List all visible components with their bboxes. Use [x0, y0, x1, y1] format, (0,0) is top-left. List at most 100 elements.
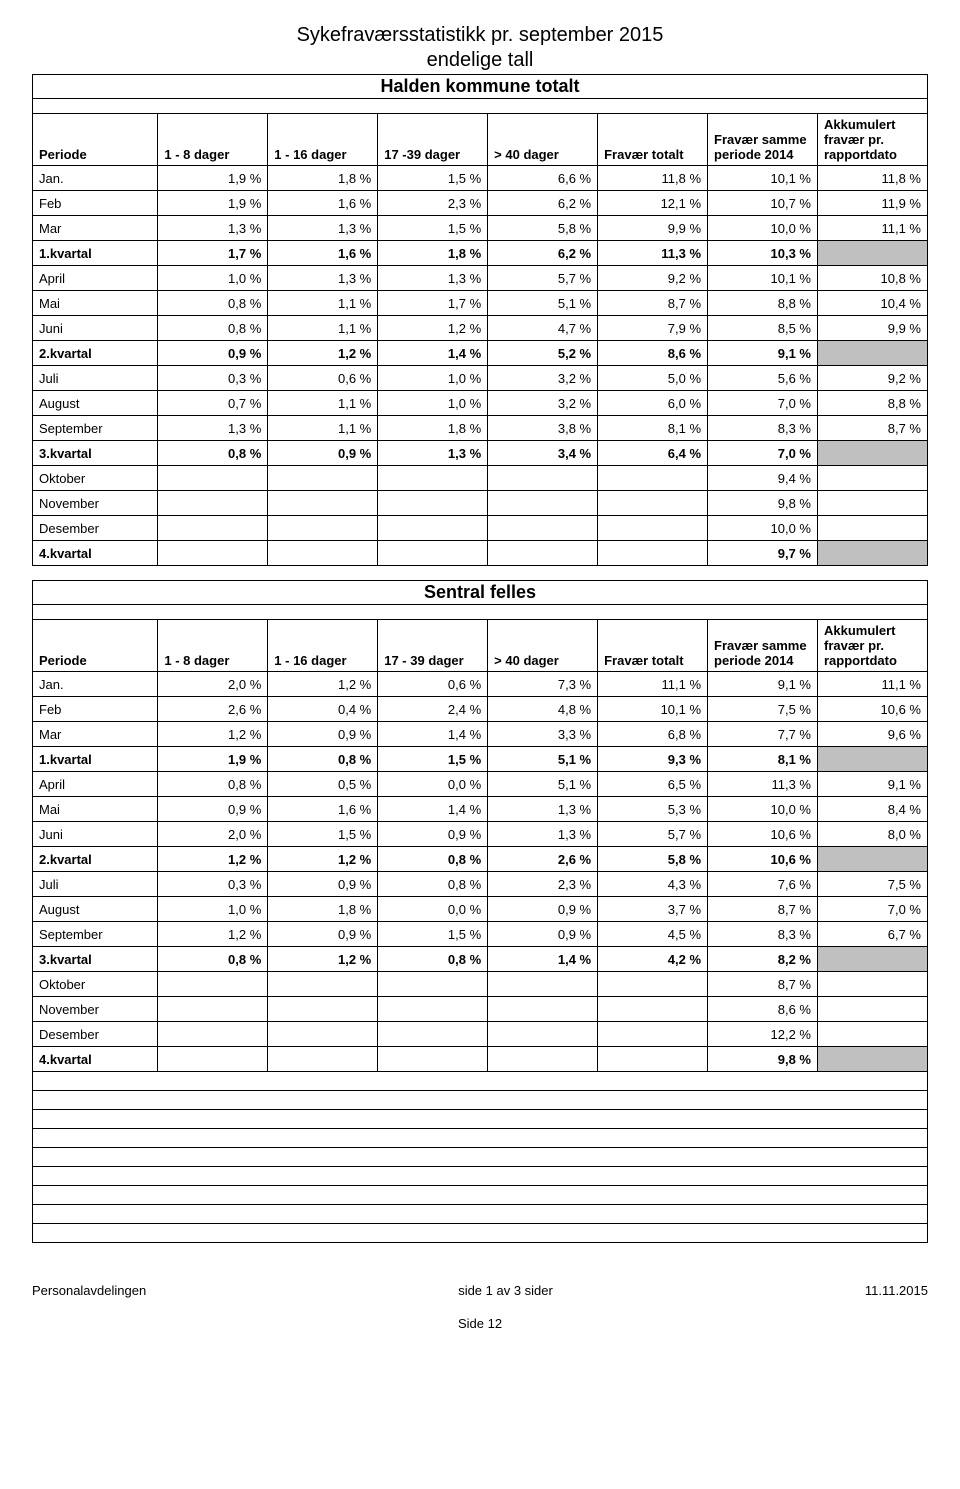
value-cell: 9,1 % [817, 772, 927, 797]
value-cell: 10,8 % [817, 266, 927, 291]
periode-cell: Feb [33, 697, 158, 722]
value-cell: 1,4 % [488, 947, 598, 972]
value-cell: 0,8 % [268, 747, 378, 772]
value-cell: 1,0 % [158, 897, 268, 922]
data-table: Periode1 - 8 dager1 - 16 dager17 -39 dag… [32, 113, 928, 566]
value-cell [488, 541, 598, 566]
value-cell: 1,9 % [158, 166, 268, 191]
value-cell: 5,3 % [598, 797, 708, 822]
table-row: Feb2,6 %0,4 %2,4 %4,8 %10,1 %7,5 %10,6 % [33, 697, 928, 722]
periode-cell: 3.kvartal [33, 947, 158, 972]
periode-cell: Oktober [33, 972, 158, 997]
periode-cell: November [33, 491, 158, 516]
value-cell: 8,7 % [598, 291, 708, 316]
value-cell: 1,3 % [488, 822, 598, 847]
value-cell: 8,1 % [708, 747, 818, 772]
value-cell: 0,8 % [158, 947, 268, 972]
value-cell: 7,5 % [817, 872, 927, 897]
periode-cell: Mai [33, 291, 158, 316]
value-cell: 2,6 % [488, 847, 598, 872]
value-cell: 1,1 % [268, 391, 378, 416]
value-cell [817, 466, 927, 491]
table-row: Mai0,8 %1,1 %1,7 %5,1 %8,7 %8,8 %10,4 % [33, 291, 928, 316]
value-cell: 5,7 % [598, 822, 708, 847]
value-cell: 6,2 % [488, 191, 598, 216]
doc-subtitle: endelige tall [32, 49, 928, 72]
periode-cell: September [33, 922, 158, 947]
value-cell: 10,6 % [817, 697, 927, 722]
table-row: 4.kvartal9,7 % [33, 541, 928, 566]
value-cell: 0,8 % [378, 847, 488, 872]
periode-cell: Mar [33, 722, 158, 747]
value-cell: 5,1 % [488, 291, 598, 316]
value-cell: 8,8 % [708, 291, 818, 316]
value-cell: 4,5 % [598, 922, 708, 947]
value-cell: 2,4 % [378, 697, 488, 722]
value-cell [817, 241, 927, 266]
value-cell [158, 972, 268, 997]
value-cell: 1,2 % [268, 672, 378, 697]
value-cell: 5,2 % [488, 341, 598, 366]
periode-cell: Juni [33, 822, 158, 847]
spacer [32, 99, 928, 113]
value-cell [158, 997, 268, 1022]
value-cell [378, 1047, 488, 1072]
table-row: April1,0 %1,3 %1,3 %5,7 %9,2 %10,1 %10,8… [33, 266, 928, 291]
value-cell [158, 516, 268, 541]
value-cell: 8,7 % [708, 972, 818, 997]
section-title: Sentral felles [32, 580, 928, 605]
value-cell: 11,3 % [708, 772, 818, 797]
table-row: 3.kvartal0,8 %1,2 %0,8 %1,4 %4,2 %8,2 % [33, 947, 928, 972]
value-cell [817, 541, 927, 566]
value-cell: 0,0 % [378, 897, 488, 922]
periode-cell: 2.kvartal [33, 341, 158, 366]
value-cell [158, 491, 268, 516]
value-cell: 9,1 % [708, 672, 818, 697]
value-cell: 0,0 % [378, 772, 488, 797]
value-cell: 1,3 % [378, 266, 488, 291]
periode-cell: 1.kvartal [33, 241, 158, 266]
column-header: Fravær totalt [598, 620, 708, 672]
table-row: November9,8 % [33, 491, 928, 516]
value-cell [268, 541, 378, 566]
table-row: 3.kvartal0,8 %0,9 %1,3 %3,4 %6,4 %7,0 % [33, 441, 928, 466]
value-cell: 10,7 % [708, 191, 818, 216]
footer-center: side 1 av 3 sider [458, 1283, 553, 1298]
value-cell: 0,8 % [158, 772, 268, 797]
table-row: 1.kvartal1,9 %0,8 %1,5 %5,1 %9,3 %8,1 % [33, 747, 928, 772]
value-cell: 4,7 % [488, 316, 598, 341]
periode-cell: Feb [33, 191, 158, 216]
empty-rows [32, 1072, 928, 1243]
value-cell: 7,0 % [817, 897, 927, 922]
value-cell [817, 441, 927, 466]
value-cell: 0,9 % [488, 897, 598, 922]
value-cell: 10,6 % [708, 847, 818, 872]
value-cell: 10,0 % [708, 516, 818, 541]
value-cell: 1,6 % [268, 191, 378, 216]
value-cell: 1,2 % [158, 722, 268, 747]
value-cell [598, 997, 708, 1022]
value-cell: 1,4 % [378, 722, 488, 747]
value-cell: 3,2 % [488, 366, 598, 391]
periode-cell: Mai [33, 797, 158, 822]
value-cell: 7,0 % [708, 441, 818, 466]
value-cell: 0,9 % [488, 922, 598, 947]
data-table: Periode1 - 8 dager1 - 16 dager17 - 39 da… [32, 619, 928, 1072]
value-cell: 1,1 % [268, 291, 378, 316]
value-cell [488, 972, 598, 997]
value-cell [817, 341, 927, 366]
table-row: 1.kvartal1,7 %1,6 %1,8 %6,2 %11,3 %10,3 … [33, 241, 928, 266]
value-cell: 1,7 % [378, 291, 488, 316]
value-cell [488, 491, 598, 516]
value-cell: 10,6 % [708, 822, 818, 847]
value-cell: 8,7 % [817, 416, 927, 441]
column-header: Fravær samme periode 2014 [708, 620, 818, 672]
value-cell: 0,3 % [158, 366, 268, 391]
value-cell: 5,1 % [488, 747, 598, 772]
value-cell: 1,0 % [158, 266, 268, 291]
column-header: 1 - 16 dager [268, 114, 378, 166]
table-row: Jan.2,0 %1,2 %0,6 %7,3 %11,1 %9,1 %11,1 … [33, 672, 928, 697]
value-cell: 1,5 % [378, 922, 488, 947]
value-cell: 3,8 % [488, 416, 598, 441]
periode-cell: Mar [33, 216, 158, 241]
